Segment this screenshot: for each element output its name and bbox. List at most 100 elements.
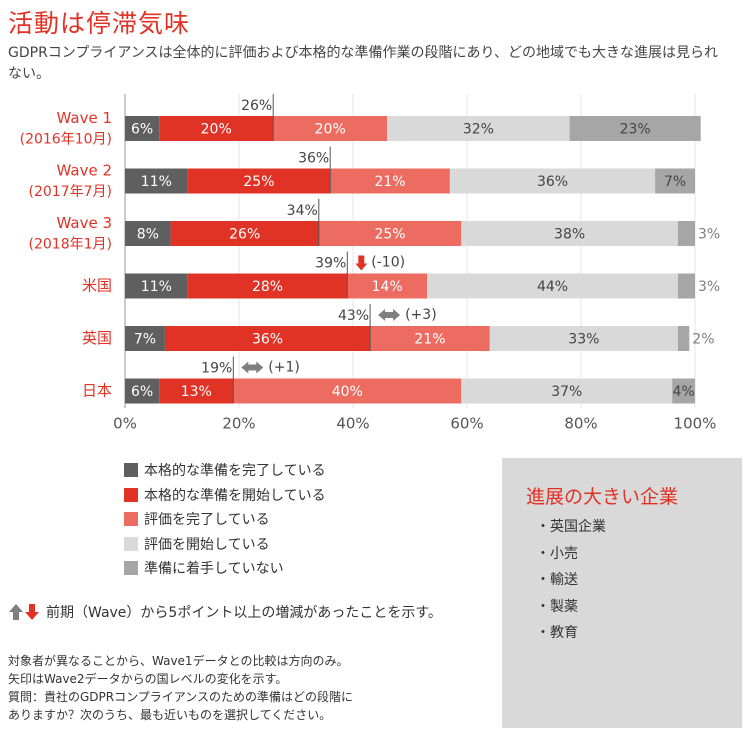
bar-segment [387,116,570,141]
value-label: 28% [252,279,283,295]
value-label: 37% [551,384,582,400]
value-label: 7% [664,174,686,190]
legend-label: 準備に着手していない [144,561,284,578]
panel-list-item: ・製薬 [536,598,578,615]
value-label: 3% [698,227,720,243]
value-label: 25% [374,227,405,243]
value-label: 36% [252,332,283,348]
bar-segment [489,326,678,351]
panel-list-item: ・小売 [536,545,578,562]
footnote-line: 質問：貴社のGDPRコンプライアンスのための準備はどの段階に [8,690,354,704]
value-label: 32% [463,122,494,138]
bar-segment [677,221,695,246]
footnote-line: 対象者が異なることから、Wave1データとの比較は方向のみ。 [8,654,349,668]
bar-segment [187,273,348,299]
highlight-panel: 進展の大きい企業 ・英国企業 ・小売 ・輸送 ・製薬 ・教育 [502,458,742,728]
legend-swatch [124,463,138,478]
value-label: 11% [141,279,172,295]
legend-swatch [124,487,138,502]
page-title: 活動は停滞気味 [8,9,191,38]
value-label: 40% [332,384,363,400]
x-tick-label: 20% [222,415,255,433]
value-label: 36% [537,174,568,190]
footnote-line: 矢印はWave2データからの国レベルの変化を示す。 [8,672,288,686]
value-label: 20% [201,122,232,138]
page-subtitle: GDPRコンプライアンスは全体的に評価および本格的な準備作業の段階にあり、どの地… [8,45,718,82]
bar-segment [449,168,656,194]
cumulative-marker-label: 19% [201,361,232,377]
double-arrow-icon [378,309,401,321]
bar-segment [569,116,701,141]
bar-segment [159,378,234,404]
bar-segment [233,378,462,404]
cumulative-marker-label: 39% [315,256,346,272]
value-label: 3% [698,279,720,295]
value-label: 26% [229,227,260,243]
arrow-note-text: 前期（Wave）から5ポイント以上の増減があったことを示す。 [46,605,442,621]
bar-segment [125,273,188,299]
value-label: 25% [243,174,274,190]
double-arrow-icon [241,361,264,374]
panel-list-item: ・輸送 [536,572,578,588]
legend-label: 評価を完了している [144,512,270,529]
value-label: 21% [374,174,405,190]
value-label: 20% [315,122,346,138]
change-label: (-10) [371,255,405,271]
x-tick-label: 100% [674,415,717,433]
stacked-bar-chart: Wave 1 (2016年10月) 6% 20% 20% 32% 23% Wave 2 (201… [20,94,720,433]
x-tick-label: 80% [564,415,597,433]
panel-list: ・英国企業 ・小売 ・輸送 ・製薬 ・教育 [536,514,606,647]
change-label: (+1) [268,360,300,376]
bar-segment [330,168,450,194]
value-label: 2% [692,332,714,348]
bar-segment [125,168,188,194]
legend-swatch [124,536,138,551]
legend-item: 本格的な準備を完了している [124,458,326,483]
bar-segment [318,221,462,246]
x-tick-label: 60% [450,415,483,433]
bar-segment [273,116,388,141]
category-label: Wave 2 [57,162,112,180]
category-label: (2016年10月) [20,132,112,148]
category-label: 米国 [82,277,112,295]
value-label: 11% [141,174,172,190]
x-tick-label: 40% [336,415,369,433]
value-label: 33% [568,332,599,348]
cumulative-marker-label: 34% [287,203,318,219]
legend-item: 評価を完了している [124,507,326,532]
panel-title: 進展の大きい企業 [526,486,679,508]
cumulative-marker-label: 26% [241,98,272,114]
bar-segment [170,221,319,246]
value-label: 4% [672,384,694,400]
value-label: 14% [372,279,403,295]
bar-segment [125,326,165,351]
legend-item: 本格的な準備を開始している [124,483,326,508]
value-label: 38% [554,227,585,243]
value-label: 6% [131,384,153,400]
bar-segment [461,378,673,404]
bar-segment [461,221,678,246]
footnote-line: ありますか？次のうち、最も近いものを選択してください。 [8,708,332,722]
bar-segment [164,326,371,351]
bar-segment [159,116,274,141]
category-label: (2017年7月) [29,184,112,200]
value-label: 13% [181,384,212,400]
category-label: (2018年1月) [29,237,112,253]
bar-segment [187,168,331,194]
bar-segment [125,221,171,246]
bar-segment [125,116,160,141]
category-label: 英国 [82,329,112,347]
legend: 本格的な準備を完了している 本格的な準備を開始している 評価を完了している 評価… [124,458,326,581]
legend-label: 本格的な準備を開始している [144,487,326,504]
footnote: 対象者が異なることから、Wave1データとの比較は方向のみ。 矢印はWave2デ… [8,652,488,724]
bar-segment [672,378,695,404]
bar-segment [427,273,678,299]
up-down-arrows-icon [9,604,39,620]
value-label: 8% [137,227,159,243]
arrow-note: 前期（Wave）から5ポイント以上の増減があったことを示す。 [8,602,442,622]
value-label: 7% [134,332,156,348]
bar-segment [655,168,695,194]
bar-segment [677,273,695,299]
value-label: 23% [620,122,651,138]
bar-segment [347,273,428,299]
